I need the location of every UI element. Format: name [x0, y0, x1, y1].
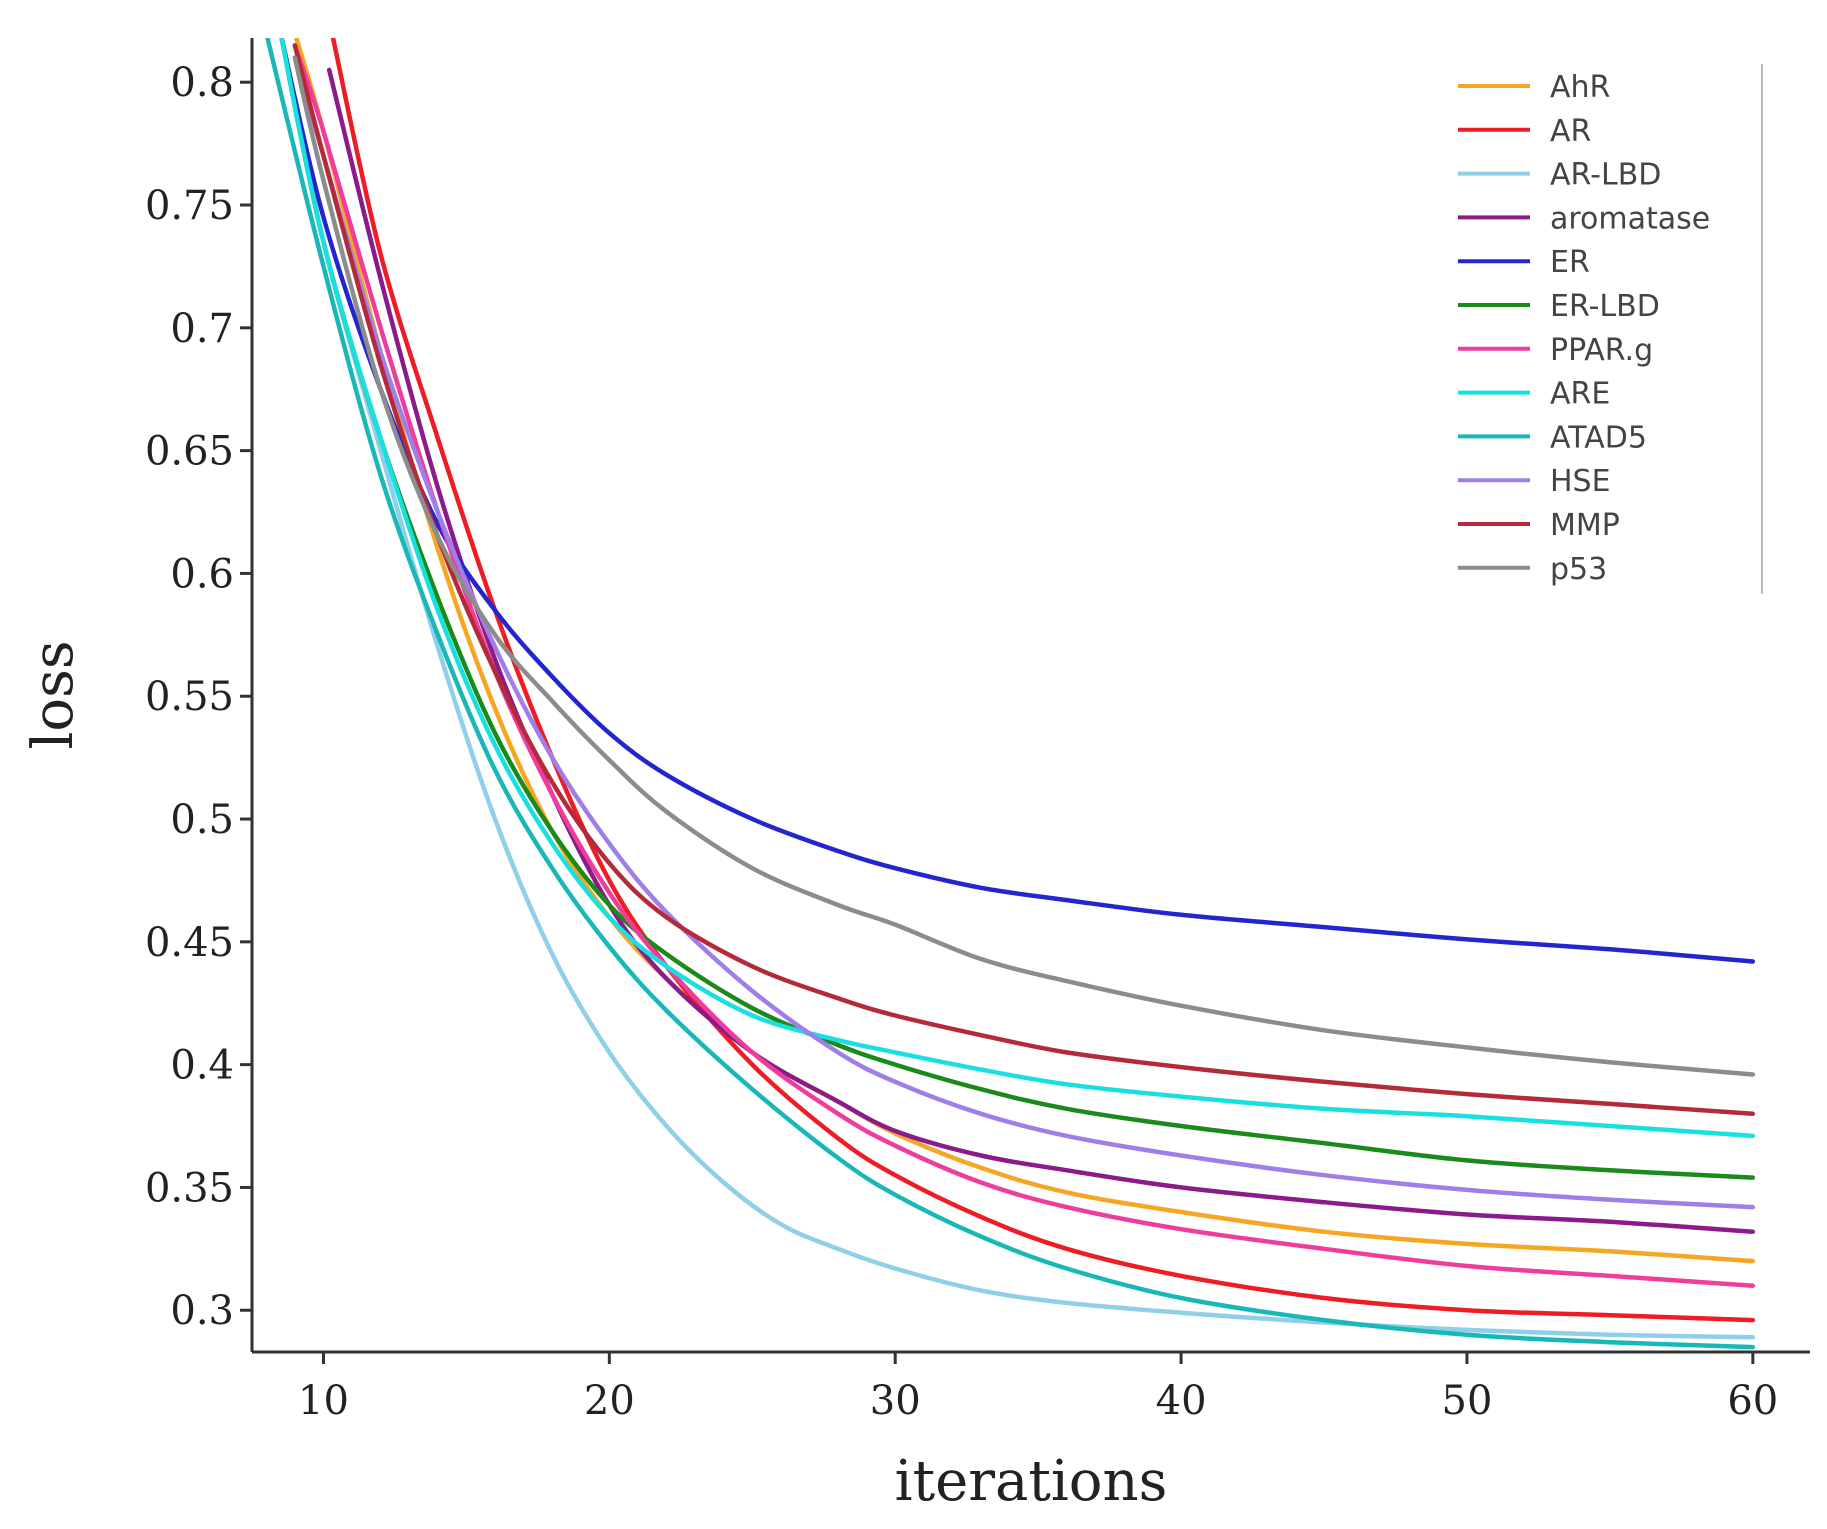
legend-label-aromatase: aromatase: [1550, 201, 1710, 236]
x-tick-label: 20: [584, 1378, 635, 1424]
x-tick-label: 40: [1156, 1378, 1207, 1424]
legend-label-mmp: MMP: [1550, 508, 1620, 543]
y-tick-label: 0.35: [145, 1165, 234, 1211]
legend-label-atad5: ATAD5: [1550, 420, 1647, 455]
y-tick-label: 0.75: [145, 183, 234, 229]
y-tick-label: 0.8: [170, 60, 234, 106]
y-tick-label: 0.6: [170, 551, 234, 597]
x-tick-label: 50: [1442, 1378, 1493, 1424]
legend: AhR AR AR-LBD aromatase ER ER-LBD PPAR.g ARE ATA…: [1458, 64, 1763, 594]
legend-label-ar-lbd: AR-LBD: [1550, 158, 1661, 193]
series-line-hse: [292, 55, 1756, 1210]
y-tick-label: 0.55: [145, 674, 234, 720]
series-line-are: [279, 38, 1756, 1139]
legend-label-er: ER: [1550, 245, 1590, 280]
y-tick-label: 0.7: [170, 306, 234, 352]
x-tick-label: 60: [1727, 1378, 1778, 1424]
x-tick-label: 30: [870, 1378, 921, 1424]
series-line-er-lbd: [279, 38, 1756, 1180]
legend-label-ar: AR: [1550, 114, 1591, 149]
y-tick-label: 0.45: [145, 920, 234, 966]
y-tick-label: 0.65: [145, 429, 234, 475]
legend-label-er-lbd: ER-LBD: [1550, 289, 1660, 324]
y-tick-label: 0.5: [170, 797, 234, 843]
series-line-aromatase: [326, 67, 1756, 1234]
y-axis-title: loss: [21, 640, 86, 749]
series-line-ar: [330, 38, 1756, 1323]
series-line-er: [279, 38, 1756, 964]
x-tick-label: 10: [298, 1378, 349, 1424]
series-line-atad5: [265, 38, 1756, 1350]
y-tick-label: 0.4: [170, 1043, 234, 1089]
legend-label-ahr: AhR: [1550, 70, 1610, 105]
series-line-mmp: [292, 43, 1756, 1117]
series-line-ppar-g: [292, 43, 1756, 1288]
legend-label-p53: p53: [1550, 552, 1607, 587]
series-line-p53: [292, 55, 1756, 1077]
y-tick-label: 0.3: [170, 1288, 234, 1334]
legend-label-ppar-g: PPAR.g: [1550, 333, 1653, 368]
y-ticks: 0.3 0.35 0.4 0.45 0.5 0.55 0.6 0.65 0.7 0.75 0.8: [145, 60, 252, 1334]
x-ticks: 10 20 30 40 50 60: [298, 1352, 1778, 1424]
plot-area: [265, 38, 1756, 1350]
legend-label-are: ARE: [1550, 377, 1610, 412]
legend-label-hse: HSE: [1550, 464, 1611, 499]
x-axis-title: iterations: [895, 1449, 1168, 1514]
